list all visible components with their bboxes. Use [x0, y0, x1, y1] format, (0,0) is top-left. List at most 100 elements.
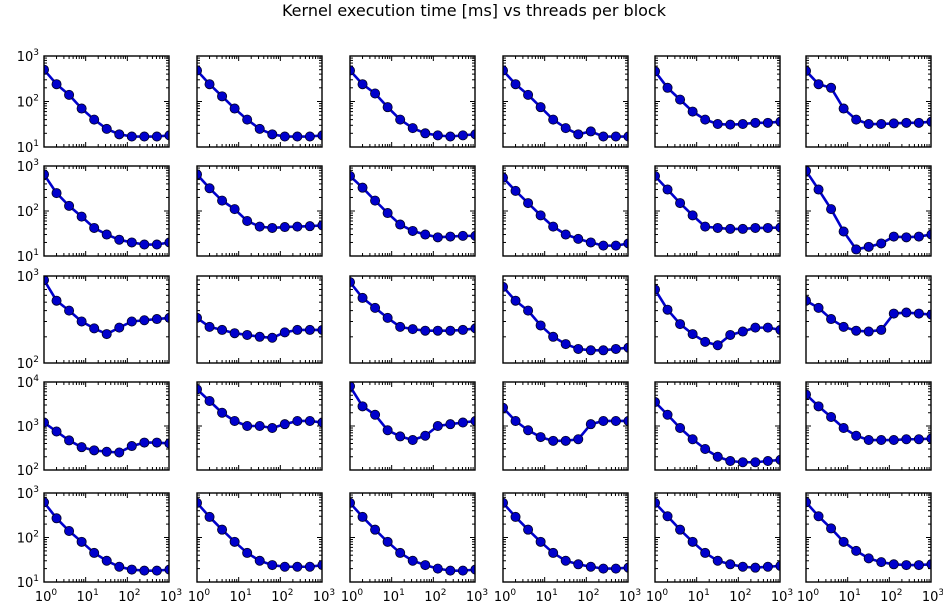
series-group — [655, 284, 780, 351]
data-point — [204, 511, 215, 522]
x-tick-label: 102 — [577, 588, 599, 605]
series-group — [44, 497, 169, 576]
data-point — [407, 435, 418, 446]
data-point — [101, 555, 112, 566]
data-point — [750, 457, 761, 468]
data-point — [279, 222, 290, 233]
data-point — [229, 328, 240, 339]
x-tick-label: 103 — [466, 588, 488, 605]
data-point — [535, 102, 546, 113]
data-point — [292, 561, 303, 572]
data-point — [217, 324, 228, 335]
data-point — [445, 131, 456, 142]
data-point — [64, 525, 75, 536]
data-point — [712, 119, 723, 130]
data-point — [573, 343, 584, 354]
data-point — [560, 435, 571, 446]
data-point — [370, 524, 381, 535]
data-point — [913, 308, 924, 319]
data-point — [382, 312, 393, 323]
series-group — [806, 65, 931, 130]
x-tick-label: 101 — [688, 588, 710, 605]
data-point — [395, 219, 406, 230]
data-point — [370, 195, 381, 206]
data-point — [725, 329, 736, 340]
x-tick-label: 100 — [494, 588, 517, 605]
subplot-r2-c3 — [349, 165, 476, 257]
series-group — [350, 65, 475, 142]
data-point — [901, 307, 912, 318]
data-point — [126, 316, 137, 327]
data-point — [204, 395, 215, 406]
subplot-r4-c4 — [502, 381, 629, 471]
data-point — [304, 415, 315, 426]
x-tick-label: 100 — [341, 588, 364, 605]
axes-frame — [502, 55, 629, 148]
data-point — [610, 415, 621, 426]
y-tick-label: 102 — [17, 530, 39, 547]
data-point — [254, 555, 265, 566]
data-point — [838, 423, 849, 434]
series-group — [44, 64, 169, 142]
data-point — [267, 129, 278, 140]
data-point — [503, 497, 508, 508]
data-point — [197, 384, 202, 395]
series-group — [197, 384, 322, 434]
data-point — [623, 238, 628, 249]
series-line — [806, 70, 931, 126]
series-group — [806, 166, 931, 255]
data-point — [420, 325, 431, 336]
series-group — [44, 276, 169, 340]
series-group — [44, 417, 169, 458]
y-tick-label: 103 — [17, 485, 39, 502]
data-point — [503, 402, 508, 413]
data-point — [700, 336, 711, 347]
data-point — [420, 229, 431, 240]
data-point — [151, 314, 162, 325]
data-point — [292, 324, 303, 335]
x-tick-label: 100 — [646, 588, 669, 605]
data-point — [573, 559, 584, 570]
data-point — [610, 240, 621, 251]
data-point — [242, 114, 253, 125]
data-point — [503, 281, 508, 292]
data-point — [101, 446, 112, 457]
data-point — [826, 523, 837, 534]
series-group — [197, 312, 322, 343]
data-point — [139, 131, 150, 142]
y-tick-label: 103 — [17, 48, 39, 65]
axes-frame — [805, 381, 932, 471]
series-group — [503, 497, 628, 574]
data-point — [548, 331, 559, 342]
data-point — [598, 131, 609, 142]
data-point — [700, 444, 711, 455]
data-point — [357, 511, 368, 522]
data-point — [913, 560, 924, 571]
data-point — [51, 188, 62, 199]
data-point — [901, 117, 912, 128]
data-point — [737, 119, 748, 130]
axes-frame — [654, 492, 781, 583]
data-point — [420, 430, 431, 441]
axes-frame — [196, 55, 323, 148]
data-point — [725, 559, 736, 570]
data-point — [242, 215, 253, 226]
data-point — [126, 564, 137, 575]
data-point — [675, 198, 686, 209]
axes-frame — [349, 381, 476, 471]
data-point — [432, 325, 443, 336]
data-point — [662, 511, 673, 522]
data-point — [304, 561, 315, 572]
data-point — [888, 308, 899, 319]
data-point — [585, 345, 596, 356]
data-point — [598, 345, 609, 356]
data-point — [675, 319, 686, 330]
axes-frame — [805, 55, 932, 148]
subplot-r1-c2 — [196, 55, 323, 148]
subplot-r2-c1: 101 102 103 — [17, 158, 170, 265]
data-point — [470, 230, 475, 241]
data-point — [725, 223, 736, 234]
x-tick-label: 100 — [797, 588, 820, 605]
data-point — [89, 445, 100, 456]
subplot-r1-c5 — [654, 55, 781, 148]
